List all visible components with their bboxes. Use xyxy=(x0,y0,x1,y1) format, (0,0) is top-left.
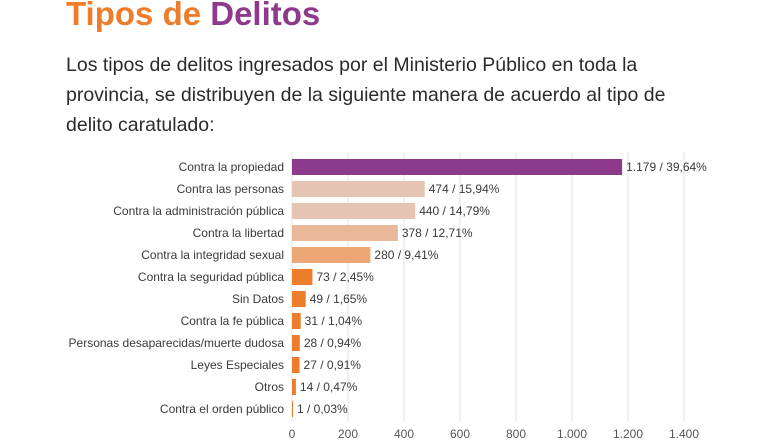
category-label: Personas desaparecidas/muerte dudosa xyxy=(69,336,285,350)
bar xyxy=(292,379,296,395)
category-label: Contra las personas xyxy=(177,182,284,196)
category-label: Sin Datos xyxy=(232,292,284,306)
category-label: Contra la propiedad xyxy=(179,160,284,174)
category-label: Contra la integridad sexual xyxy=(141,248,284,262)
data-label: 27 / 0,91% xyxy=(304,358,362,372)
bar xyxy=(292,401,293,417)
data-labels: 1.179 / 39,64% 474 / 15,94% 440 / 14,79% 37… xyxy=(297,160,707,416)
category-label: Leyes Especiales xyxy=(191,358,284,372)
data-label: 73 / 2,45% xyxy=(316,270,374,284)
chart-bars xyxy=(292,159,623,417)
data-label: 28 / 0,94% xyxy=(304,336,362,350)
x-tick-label: 1.200 xyxy=(613,427,643,441)
x-tick-label: 600 xyxy=(450,427,470,441)
bar xyxy=(292,291,306,307)
data-label: 280 / 9,41% xyxy=(374,248,438,262)
page-title: Tipos de Delitos xyxy=(66,0,320,34)
bar xyxy=(292,357,300,373)
category-label: Otros xyxy=(255,380,284,394)
data-label: 1 / 0,03% xyxy=(297,402,348,416)
category-label: Contra la fe pública xyxy=(181,314,285,328)
data-label: 1.179 / 39,64% xyxy=(626,160,707,174)
x-tick-label: 0 xyxy=(289,427,296,441)
x-tick-label: 1.000 xyxy=(557,427,587,441)
category-labels: Contra la propiedad Contra las personas Co… xyxy=(69,160,285,416)
bar xyxy=(292,203,416,219)
bar xyxy=(292,159,623,175)
bar xyxy=(292,247,371,263)
category-label: Contra la administración pública xyxy=(113,204,284,218)
x-tick-label: 200 xyxy=(338,427,358,441)
category-label: Contra la libertad xyxy=(193,226,284,240)
data-label: 31 / 1,04% xyxy=(305,314,363,328)
data-label: 378 / 12,71% xyxy=(402,226,473,240)
bar xyxy=(292,335,300,351)
bar xyxy=(292,269,313,285)
bar xyxy=(292,225,398,241)
title-part-2: Delitos xyxy=(210,0,321,32)
category-label: Contra el orden público xyxy=(160,402,284,416)
title-part-1: Tipos de xyxy=(66,0,202,32)
x-tick-label: 1.400 xyxy=(669,427,699,441)
data-label: 14 / 0,47% xyxy=(300,380,358,394)
category-label: Contra la seguridad pública xyxy=(138,270,284,284)
bar xyxy=(292,313,301,329)
bar xyxy=(292,181,425,197)
data-label: 474 / 15,94% xyxy=(429,182,500,196)
data-label: 440 / 14,79% xyxy=(419,204,490,218)
intro-paragraph: Los tipos de delitos ingresados por el M… xyxy=(66,54,666,136)
x-axis-ticks: 0 200 400 600 800 1.000 1.200 1.400 xyxy=(289,427,700,441)
x-tick-label: 400 xyxy=(394,427,414,441)
data-label: 49 / 1,65% xyxy=(310,292,368,306)
x-tick-label: 800 xyxy=(506,427,526,441)
